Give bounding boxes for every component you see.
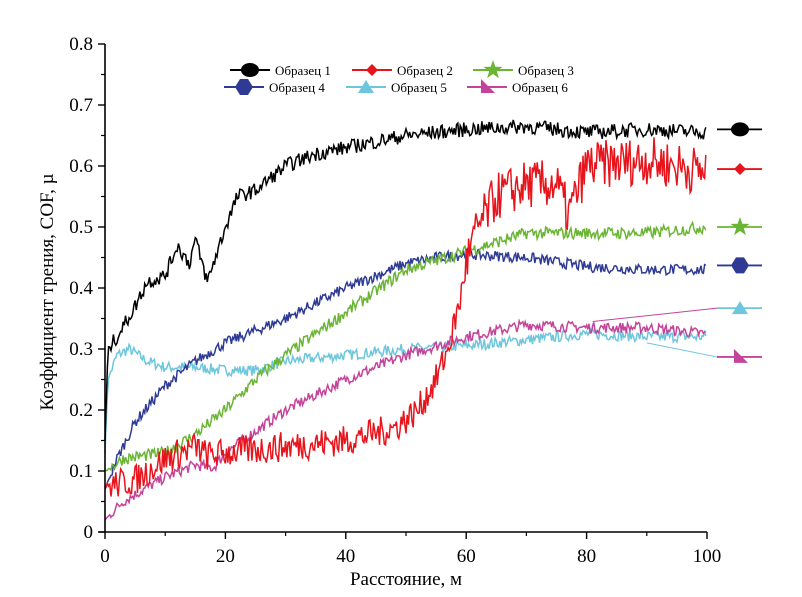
series-line-6: [104, 318, 707, 521]
x-axis-label: Расстояние, м: [350, 569, 462, 590]
legend-marker-right-triangle-icon: [481, 79, 495, 93]
end-marker-diamond-icon: [734, 163, 746, 176]
end-marker-circle-icon: [731, 122, 749, 137]
end-marker-hexagon-icon: [731, 257, 749, 274]
y-tick-label: 0: [84, 522, 94, 543]
y-tick-label: 0.8: [69, 34, 93, 55]
legend-label: Образец 4: [269, 80, 325, 95]
legend-marker-circle-icon: [241, 63, 259, 77]
x-tick-label: 100: [693, 546, 722, 567]
end-marker-star-icon: [730, 217, 750, 236]
legend-label: Образец 6: [512, 80, 568, 95]
y-tick-label: 0.6: [69, 156, 93, 177]
end-marker-triangle-icon: [732, 301, 748, 315]
x-tick-label: 40: [336, 546, 355, 567]
leader-line: [646, 342, 718, 358]
series-line-5: [104, 326, 707, 454]
legend-label: Образец 1: [275, 63, 331, 78]
y-tick-label: 0.4: [69, 278, 93, 299]
legend-marker-hexagon-icon: [235, 79, 253, 95]
legend-marker-diamond-icon: [366, 64, 378, 76]
end-marker-right-triangle-icon: [734, 348, 748, 363]
x-tick-label: 80: [577, 546, 596, 567]
legend-marker-triangle-icon: [358, 80, 374, 93]
y-tick-label: 0.1: [69, 461, 93, 482]
plot-area: [104, 119, 707, 521]
y-tick-label: 0.7: [69, 95, 93, 116]
y-axis-label: Коэффициент трения, COF, µ: [37, 173, 58, 410]
y-tick-label: 0.5: [69, 217, 93, 238]
series-line-3: [104, 220, 707, 472]
x-tick-label: 0: [100, 546, 110, 567]
legend-label: Образец 3: [518, 63, 574, 78]
series-line-1: [104, 119, 707, 441]
legend-marker-star-icon: [483, 60, 503, 79]
x-tick-label: 20: [216, 546, 235, 567]
legend: Образец 1 Образец 2 Образец 3 Образец 4 Обра…: [224, 60, 574, 95]
leader-line: [592, 307, 718, 323]
legend-label: Образец 2: [397, 63, 453, 78]
end-markers: [592, 122, 762, 363]
x-tick-label: 60: [457, 546, 476, 567]
legend-label: Образец 5: [391, 80, 447, 95]
series-line-2: [104, 137, 707, 497]
y-tick-label: 0.3: [69, 339, 93, 360]
axes: 0 0.1 0.2 0.3 0.4 0.5 0.6 0.7 0.8 0 20 40 60 80 100: [69, 34, 721, 567]
y-tick-label: 0.2: [69, 400, 93, 421]
series-line-4: [104, 247, 707, 490]
